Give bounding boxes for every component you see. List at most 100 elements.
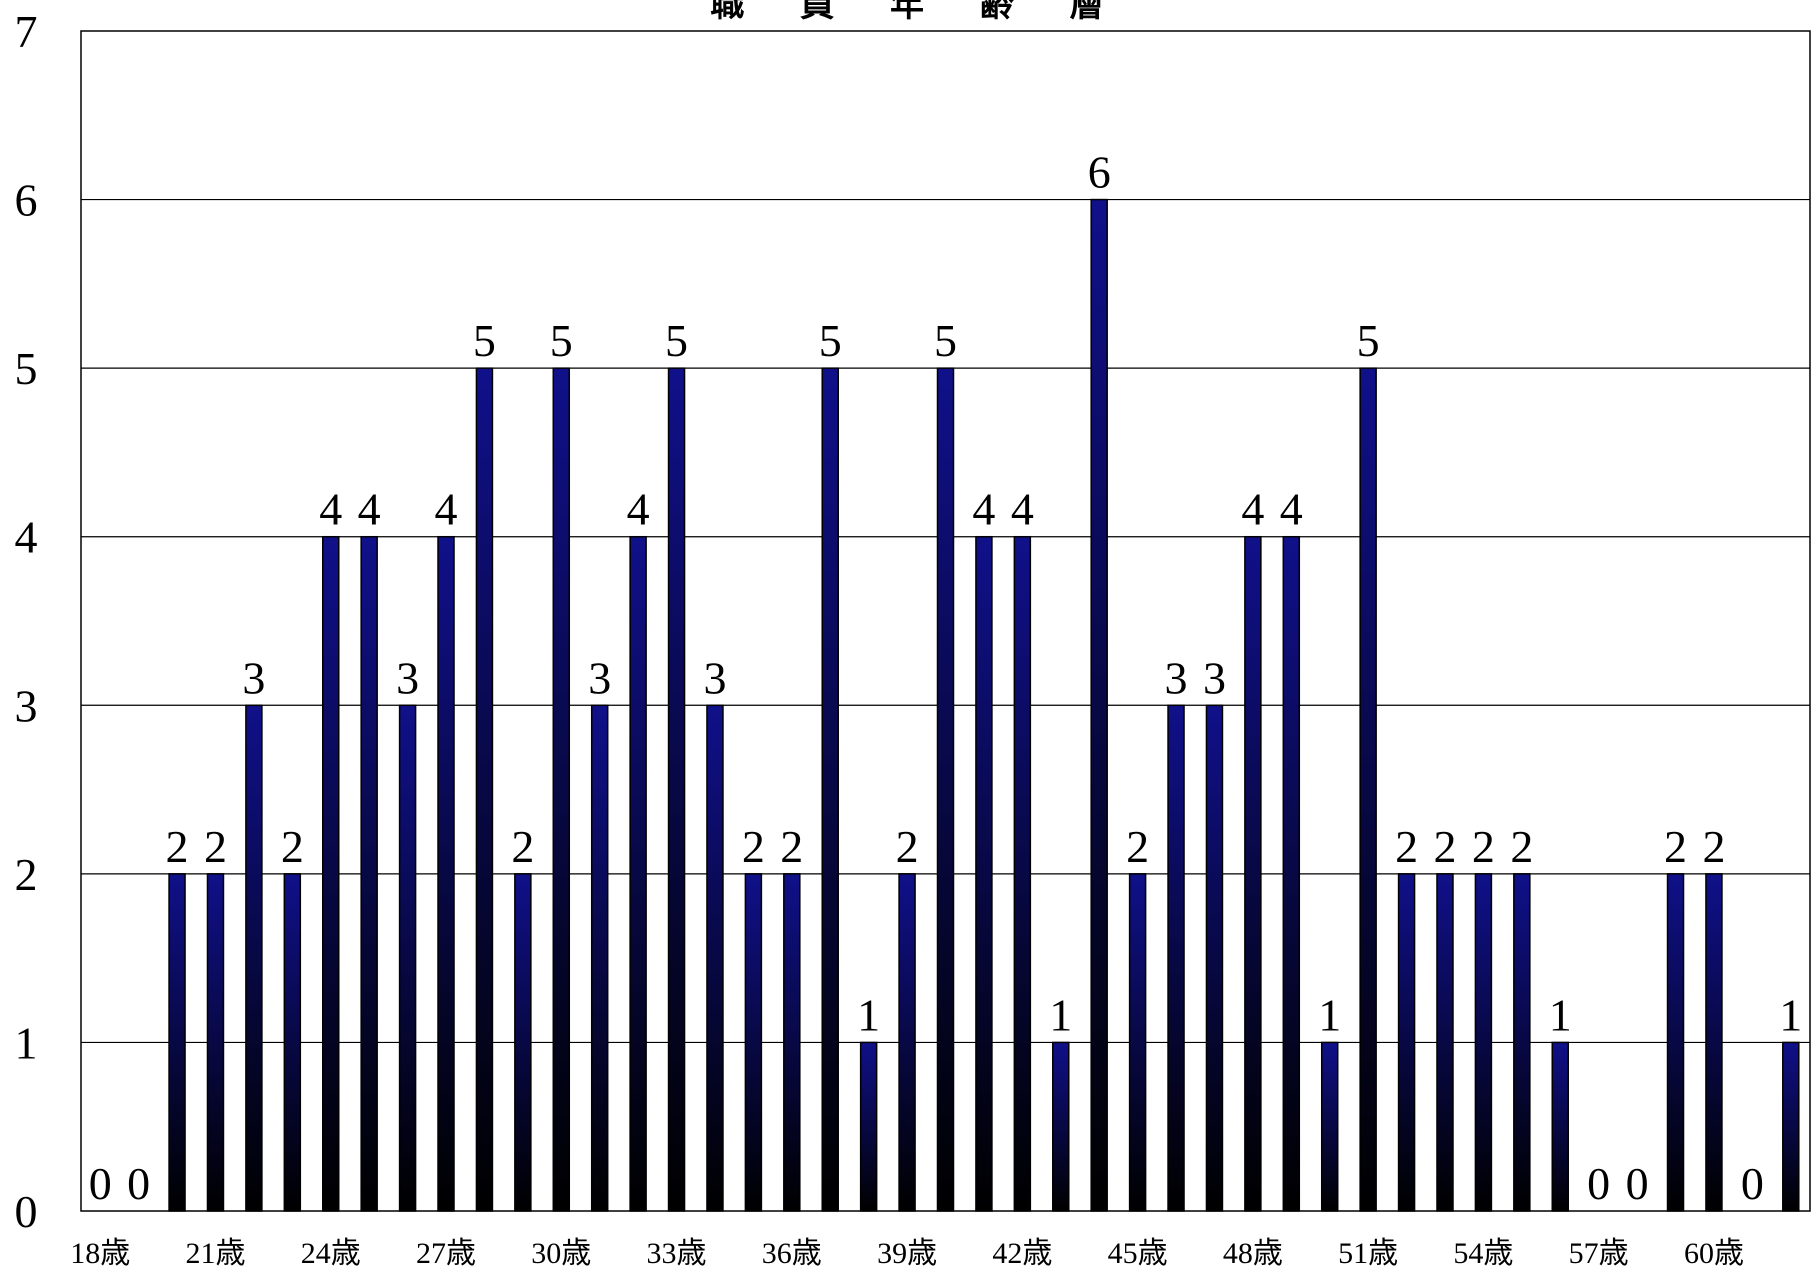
bar bbox=[1359, 367, 1377, 1212]
data-label: 2 bbox=[780, 821, 803, 872]
bar bbox=[398, 704, 417, 1212]
x-tick-label: 54歳 bbox=[1453, 1237, 1513, 1270]
data-label: 4 bbox=[358, 484, 381, 535]
bar bbox=[744, 873, 763, 1212]
data-label: 2 bbox=[166, 821, 189, 872]
data-label: 1 bbox=[1779, 989, 1802, 1040]
data-label: 2 bbox=[896, 821, 919, 872]
bar bbox=[360, 535, 378, 1212]
bar bbox=[1782, 1041, 1800, 1212]
bar bbox=[1705, 873, 1723, 1212]
data-label: 2 bbox=[281, 821, 304, 872]
bar bbox=[859, 1041, 878, 1212]
data-label: 3 bbox=[396, 652, 419, 703]
data-label: 4 bbox=[319, 484, 342, 535]
bar bbox=[1090, 198, 1108, 1212]
y-tick-label: 6 bbox=[15, 175, 38, 226]
x-tick-label: 36歳 bbox=[762, 1237, 822, 1270]
data-label: 1 bbox=[857, 989, 880, 1040]
x-tick-label: 51歳 bbox=[1338, 1237, 1398, 1270]
bar bbox=[936, 367, 955, 1212]
data-label: 3 bbox=[703, 652, 726, 703]
bar bbox=[206, 873, 225, 1212]
bar bbox=[245, 704, 263, 1212]
x-tick-label: 42歳 bbox=[992, 1237, 1052, 1270]
bar bbox=[1128, 873, 1147, 1212]
bar bbox=[437, 535, 455, 1212]
bar bbox=[514, 873, 532, 1212]
data-label: 5 bbox=[819, 315, 842, 366]
data-label: 5 bbox=[550, 315, 573, 366]
x-tick-label: 33歳 bbox=[647, 1237, 707, 1270]
data-label: 2 bbox=[1395, 821, 1418, 872]
bar bbox=[1052, 1041, 1070, 1212]
data-label: 4 bbox=[1011, 484, 1034, 535]
bar bbox=[1013, 535, 1032, 1212]
bar bbox=[629, 535, 647, 1212]
data-label: 4 bbox=[627, 484, 650, 535]
x-tick-label: 18歳 bbox=[70, 1237, 130, 1270]
chart-title: 職 員 年 齢 層 bbox=[710, 0, 1125, 25]
bar bbox=[552, 367, 571, 1212]
bar bbox=[1282, 535, 1301, 1212]
data-label: 2 bbox=[1664, 821, 1687, 872]
data-label: 2 bbox=[1702, 821, 1725, 872]
data-label: 0 bbox=[1587, 1158, 1610, 1209]
y-tick-label: 5 bbox=[15, 343, 38, 394]
bar bbox=[975, 535, 993, 1212]
data-label: 2 bbox=[1126, 821, 1149, 872]
y-axis-ticks: 0 1 2 3 4 5 6 7 bbox=[15, 6, 38, 1237]
bar bbox=[1320, 1041, 1339, 1212]
data-label: 4 bbox=[972, 484, 995, 535]
y-tick-label: 2 bbox=[15, 849, 38, 900]
bar bbox=[1474, 873, 1493, 1212]
data-label: 3 bbox=[242, 652, 265, 703]
data-label: 4 bbox=[1280, 484, 1303, 535]
bar bbox=[590, 704, 609, 1212]
data-label: 0 bbox=[89, 1158, 112, 1209]
bar bbox=[1397, 873, 1416, 1212]
x-tick-label: 45歳 bbox=[1108, 1237, 1168, 1270]
bar bbox=[475, 367, 494, 1212]
y-tick-label: 7 bbox=[15, 6, 38, 57]
data-label: 2 bbox=[1472, 821, 1495, 872]
data-label: 5 bbox=[934, 315, 957, 366]
data-label: 0 bbox=[127, 1158, 150, 1209]
bar bbox=[1436, 873, 1454, 1212]
data-label: 1 bbox=[1549, 989, 1572, 1040]
bar bbox=[1167, 704, 1185, 1212]
data-label: 2 bbox=[511, 821, 534, 872]
data-label: 6 bbox=[1088, 147, 1111, 198]
y-tick-label: 0 bbox=[15, 1186, 38, 1237]
bar bbox=[1244, 535, 1262, 1212]
data-label: 3 bbox=[1165, 652, 1188, 703]
y-tick-label: 3 bbox=[15, 680, 38, 731]
bar bbox=[783, 873, 801, 1212]
data-label: 1 bbox=[1049, 989, 1072, 1040]
data-label: 5 bbox=[473, 315, 496, 366]
x-tick-label: 39歳 bbox=[877, 1237, 937, 1270]
x-tick-label: 24歳 bbox=[301, 1237, 361, 1270]
data-label: 5 bbox=[1357, 315, 1380, 366]
data-label: 3 bbox=[588, 652, 611, 703]
bar bbox=[898, 873, 916, 1212]
data-label: 2 bbox=[1510, 821, 1533, 872]
data-label: 0 bbox=[1626, 1158, 1649, 1209]
bar bbox=[706, 704, 724, 1212]
bar bbox=[1513, 873, 1531, 1212]
data-label: 4 bbox=[1241, 484, 1264, 535]
y-tick-label: 4 bbox=[15, 512, 38, 563]
x-tick-label: 57歳 bbox=[1569, 1237, 1629, 1270]
data-label: 1 bbox=[1318, 989, 1341, 1040]
bar bbox=[1551, 1041, 1570, 1212]
bar bbox=[1205, 704, 1224, 1212]
y-tick-label: 1 bbox=[15, 1017, 38, 1068]
data-label: 5 bbox=[665, 315, 688, 366]
data-label: 2 bbox=[1433, 821, 1456, 872]
bar bbox=[1666, 873, 1685, 1212]
x-tick-label: 27歳 bbox=[416, 1237, 476, 1270]
x-tick-label: 30歳 bbox=[531, 1237, 591, 1270]
bar bbox=[821, 367, 839, 1212]
